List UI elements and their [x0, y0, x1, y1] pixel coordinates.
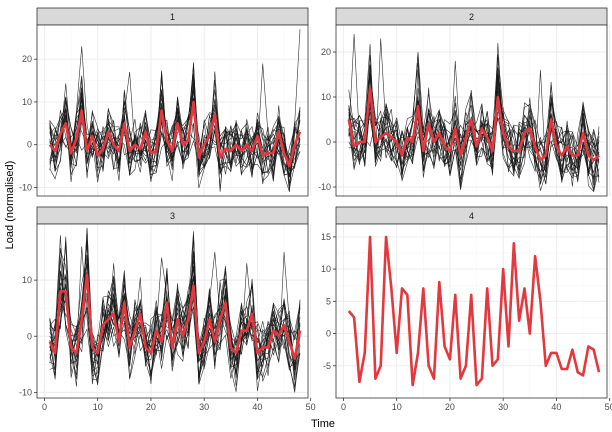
panel-2: 2 -10 0 10 20 [318, 7, 611, 197]
grid [37, 25, 312, 196]
series-member-line [49, 64, 301, 176]
plot-area [48, 29, 302, 192]
panel-border [335, 223, 608, 399]
series-member-line [49, 257, 301, 393]
x-tick-label: 50 [605, 402, 612, 412]
series-member-line [348, 57, 600, 191]
series-highlight-line [347, 235, 601, 387]
x-axis-title: Time [311, 418, 335, 430]
y-tick-label: 0 [27, 331, 32, 341]
y-tick-label: 5 [326, 296, 331, 306]
y-tick-label: 0 [326, 329, 331, 339]
panel-border [335, 24, 608, 197]
panel-1: 1 -10 0 10 20 [19, 7, 312, 197]
x-tick-label: 40 [252, 402, 262, 412]
y-tick-label: 0 [27, 140, 32, 150]
plot-area [347, 235, 601, 387]
plot-area [347, 33, 600, 193]
series-member-line [49, 74, 301, 178]
panel-3: 3 -10 0 10 0 10 20 30 40 50 [19, 206, 316, 412]
y-tick-label: -10 [19, 387, 32, 397]
x-tick-label: 50 [306, 402, 316, 412]
y-tick-label: -10 [318, 182, 331, 192]
series-member-line [348, 43, 600, 182]
x-tick-label: 10 [392, 402, 402, 412]
y-tick-label: 15 [321, 232, 331, 242]
x-tick-label: 40 [551, 402, 561, 412]
x-tick-label: 20 [146, 402, 156, 412]
y-tick-label: 0 [326, 137, 331, 147]
series-highlight-line [48, 273, 302, 361]
x-tick-label: 0 [42, 402, 47, 412]
facet-strip-label: 3 [170, 211, 175, 221]
series-member-line [348, 53, 600, 187]
plot-area [48, 227, 302, 393]
series-member-line [49, 29, 301, 190]
series-highlight-line [48, 100, 302, 168]
x-tick-label: 30 [498, 402, 508, 412]
panel-border [36, 24, 309, 197]
facet-strip-label: 1 [170, 12, 175, 22]
y-tick-label: 10 [321, 92, 331, 102]
y-axis-title: Load (normalised) [4, 161, 16, 250]
panel-4: 4 -5 0 5 10 15 0 10 20 30 40 50 [321, 206, 612, 412]
x-tick-label: 30 [199, 402, 209, 412]
y-tick-label: 20 [321, 47, 331, 57]
series-highlight-line [347, 86, 600, 162]
y-tick-label: 10 [22, 275, 32, 285]
series-member-line [49, 75, 301, 174]
y-tick-label: 10 [22, 97, 32, 107]
facet-strip-label: 2 [469, 12, 474, 22]
facet-strip-label: 4 [469, 211, 474, 221]
y-tick-label: 10 [321, 264, 331, 274]
y-tick-label: -5 [323, 361, 331, 371]
x-tick-label: 20 [445, 402, 455, 412]
y-tick-label: 20 [22, 54, 32, 64]
panel-border [36, 223, 309, 399]
x-tick-label: 10 [93, 402, 103, 412]
series-member-line [348, 51, 600, 185]
x-tick-label: 0 [341, 402, 346, 412]
y-tick-label: -10 [19, 182, 32, 192]
